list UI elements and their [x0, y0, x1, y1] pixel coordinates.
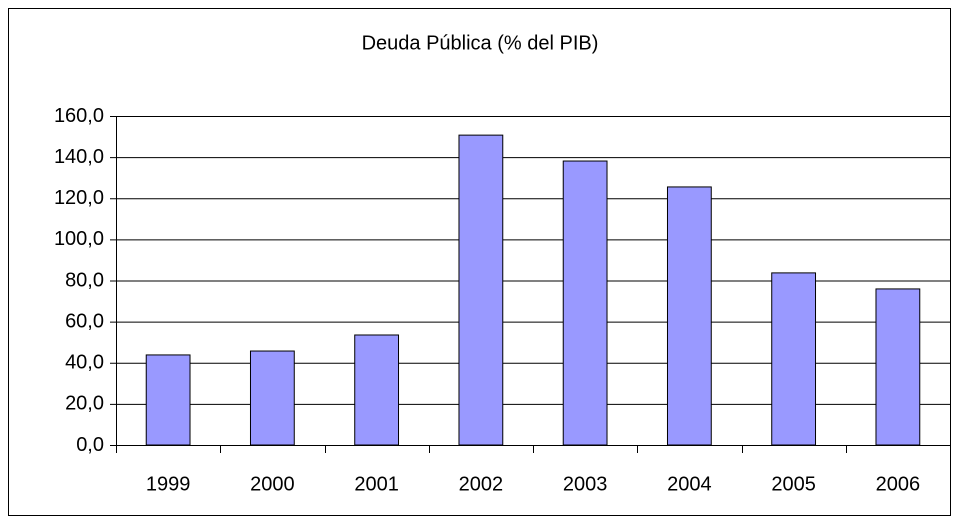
x-tick-label: 2001 — [354, 473, 399, 495]
bar — [771, 272, 817, 446]
y-tick-label: 100,0 — [54, 228, 104, 250]
chart-title: Deuda Pública (% del PIB) — [362, 32, 599, 54]
x-tick-label: 2003 — [563, 473, 608, 495]
y-tick-label: 20,0 — [65, 393, 104, 415]
y-tick-label: 120,0 — [54, 187, 104, 209]
y-tick-label: 0,0 — [76, 434, 104, 456]
y-tick-label: 140,0 — [54, 146, 104, 168]
x-tick-label: 2006 — [876, 473, 921, 495]
y-tick-label: 160,0 — [54, 105, 104, 127]
x-tick-label: 2000 — [250, 473, 295, 495]
y-tick-label: 80,0 — [65, 269, 104, 291]
x-tick-label: 2005 — [771, 473, 816, 495]
bar — [145, 354, 191, 446]
x-tick-label: 1999 — [146, 473, 191, 495]
bar — [666, 186, 712, 446]
bar — [562, 160, 608, 446]
x-tick-label: 2002 — [459, 473, 504, 495]
bar — [458, 134, 504, 446]
bar — [249, 350, 295, 446]
x-tick-label: 2004 — [667, 473, 712, 495]
y-tick-label: 40,0 — [65, 352, 104, 374]
bar — [354, 334, 400, 446]
y-tick-label: 60,0 — [65, 310, 104, 332]
bar — [875, 288, 921, 446]
